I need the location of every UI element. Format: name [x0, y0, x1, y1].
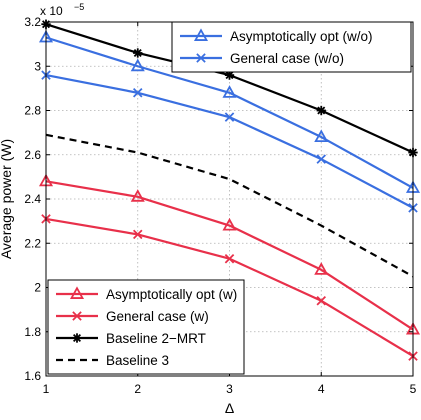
x-marker-stroke	[224, 112, 235, 122]
series-line	[45, 180, 414, 331]
x-marker-stroke	[224, 253, 235, 264]
y-tick-label: 1.6	[24, 369, 41, 383]
x-marker	[224, 112, 235, 122]
x-tick-label: 4	[318, 382, 325, 396]
x-marker-stroke	[132, 229, 143, 240]
y-axis-exponent: x 10 −5	[40, 2, 84, 18]
x-marker	[316, 154, 327, 164]
y-tick-label: 3.2	[24, 15, 41, 29]
y-tick-label: 2.6	[24, 148, 41, 162]
x-axis-label: Δ	[225, 400, 234, 416]
y-tick-label: 2.4	[24, 192, 41, 206]
triangle-marker	[222, 85, 237, 98]
legend-entry-label: General case (w)	[106, 309, 209, 324]
y-tick-label: 2.8	[24, 104, 41, 118]
y-tick-label: 2	[34, 281, 41, 295]
x-tick-label: 3	[226, 382, 233, 396]
y-tick-label: 1.8	[24, 325, 41, 339]
series-5	[45, 133, 414, 278]
x-tick-label: 1	[43, 382, 50, 396]
triangle-marker	[314, 262, 329, 275]
x-marker	[224, 253, 235, 264]
legends: Asymptotically opt (w/o) General case (w/…	[47, 21, 412, 375]
triangle-marker	[130, 189, 145, 202]
triangle-marker	[69, 286, 85, 299]
legend-entry-label: Baseline 3	[106, 353, 169, 368]
x-marker	[196, 53, 206, 63]
legend-top-right: Asymptotically opt (w/o) General case (w/…	[171, 21, 412, 73]
star-marker	[72, 333, 82, 343]
legend-box	[171, 21, 412, 73]
x-marker-stroke	[316, 296, 327, 306]
star-marker	[133, 48, 143, 58]
x-tick-label: 2	[134, 382, 141, 396]
series-line	[45, 133, 414, 278]
x-marker-stroke	[72, 311, 82, 321]
legend-entry-label: Asymptotically opt (w)	[106, 287, 237, 302]
legend-entry-label: Asymptotically opt (w/o)	[230, 29, 373, 44]
y-exponent-base: x 10	[40, 4, 63, 18]
legend-entry-label: General case (w/o)	[230, 51, 344, 66]
x-marker-stroke	[196, 53, 206, 63]
y-exponent-power: −5	[74, 2, 84, 12]
triangle-marker	[222, 217, 237, 231]
axis-ticks: 1 2 3 4 5 1.6 1.8 2 2.2 2.4 2.6 2.8 3 3.2	[24, 15, 416, 396]
x-marker	[132, 88, 143, 98]
star-marker-stroke	[317, 106, 326, 115]
star-marker	[316, 105, 326, 116]
triangle-marker	[193, 28, 209, 41]
legend-entry-label: Baseline 2−MRT	[106, 331, 206, 346]
star-marker-stroke	[133, 48, 142, 57]
star-marker-stroke	[72, 333, 82, 343]
x-marker	[132, 229, 143, 240]
y-tick-label: 3	[34, 59, 41, 73]
x-marker-stroke	[316, 154, 327, 164]
y-tick-label: 2.2	[24, 236, 41, 250]
x-marker	[316, 296, 327, 306]
series-line	[45, 36, 414, 189]
y-axis-label: Average power (W)	[0, 139, 14, 259]
x-marker	[72, 311, 82, 321]
x-tick-label: 5	[410, 382, 417, 396]
triangle-marker	[314, 129, 329, 142]
legend-bottom-left: Asymptotically opt (w) General case (w) Ba…	[47, 279, 245, 375]
x-marker-stroke	[132, 88, 143, 98]
star-marker-stroke	[225, 71, 234, 80]
triangle-marker	[130, 58, 145, 72]
